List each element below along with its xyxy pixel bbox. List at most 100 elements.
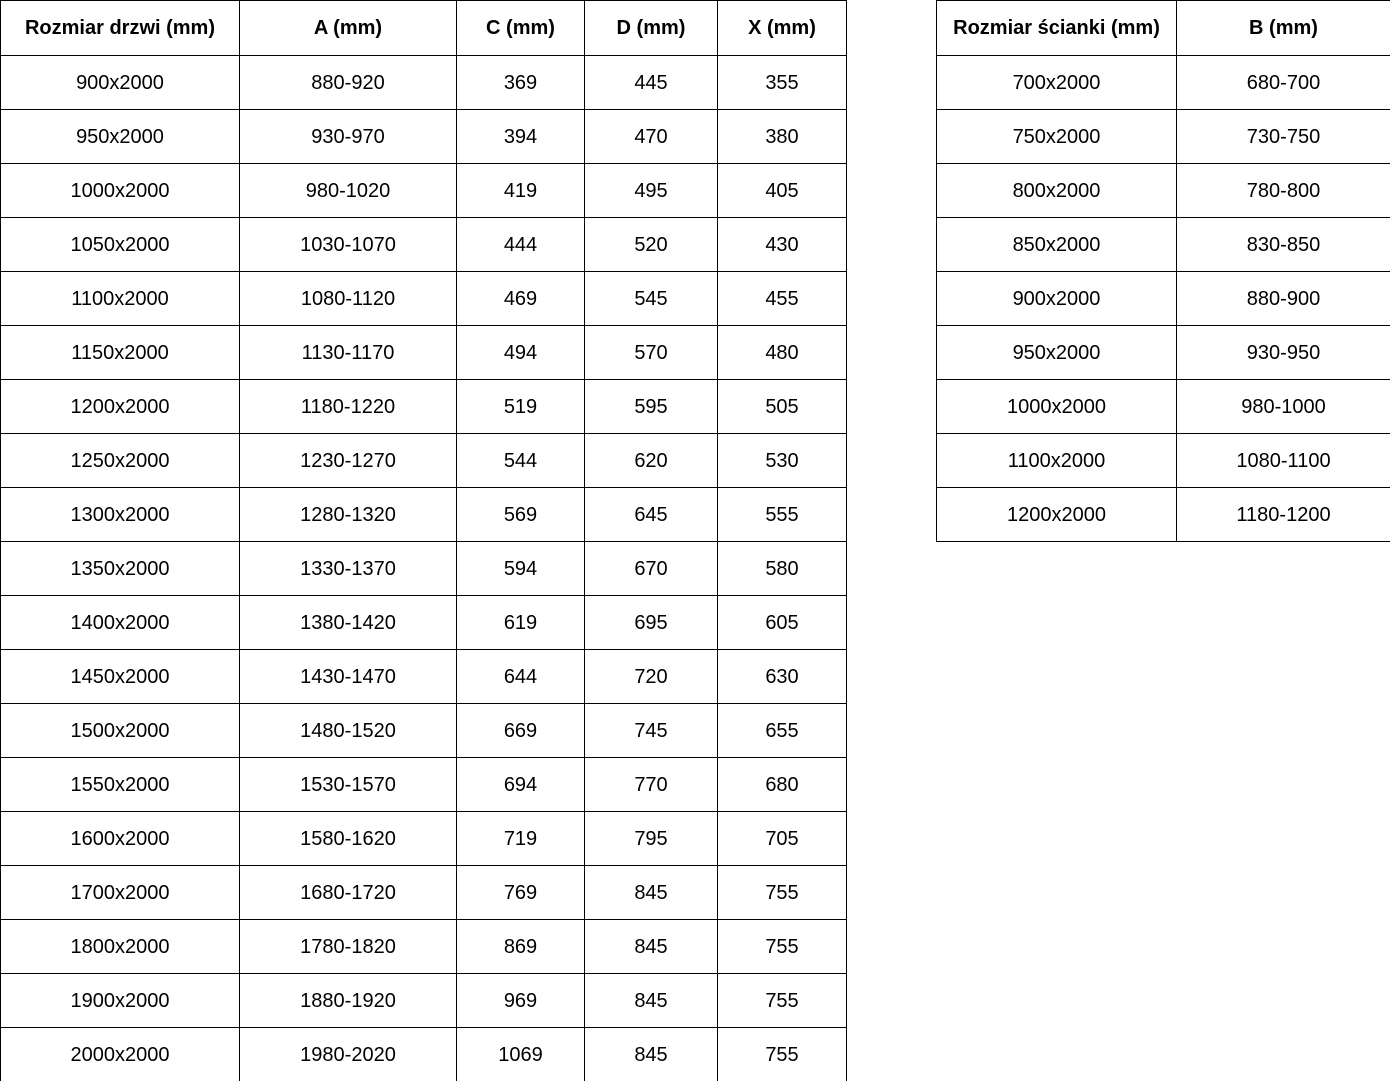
table-cell: 1530-1570: [239, 757, 457, 812]
table-cell: 1900x2000: [0, 973, 240, 1028]
table-row: 950x2000 930-970 394 470 380: [0, 109, 847, 164]
table-row: 1150x2000 1130-1170 494 570 480: [0, 325, 847, 380]
table-cell: 845: [584, 973, 718, 1028]
table-row: 1200x2000 1180-1200: [936, 487, 1390, 542]
table-cell: 445: [584, 55, 718, 110]
table-cell: 1130-1170: [239, 325, 457, 380]
table-cell: 630: [717, 649, 847, 704]
table-cell: 1230-1270: [239, 433, 457, 488]
table-cell: 1430-1470: [239, 649, 457, 704]
table-cell: 1080-1100: [1176, 433, 1390, 488]
table-cell: 880-920: [239, 55, 457, 110]
table-cell: 1380-1420: [239, 595, 457, 650]
table-cell: 1100x2000: [0, 271, 240, 326]
table-cell: 405: [717, 163, 847, 218]
column-header: Rozmiar ścianki (mm): [936, 0, 1177, 56]
column-header: B (mm): [1176, 0, 1390, 56]
table-row: 1900x2000 1880-1920 969 845 755: [0, 973, 847, 1028]
table-row: 900x2000 880-900: [936, 271, 1390, 326]
table-row: 1600x2000 1580-1620 719 795 705: [0, 811, 847, 866]
table-cell: 950x2000: [0, 109, 240, 164]
table-cell: 800x2000: [936, 163, 1177, 218]
table-row: 850x2000 830-850: [936, 217, 1390, 272]
table-cell: 755: [717, 973, 847, 1028]
table-cell: 755: [717, 865, 847, 920]
table-cell: 644: [456, 649, 585, 704]
table-row: 900x2000 880-920 369 445 355: [0, 55, 847, 110]
table-cell: 695: [584, 595, 718, 650]
table-row: 1000x2000 980-1000: [936, 379, 1390, 434]
table-cell: 1350x2000: [0, 541, 240, 596]
table-cell: 605: [717, 595, 847, 650]
table-cell: 595: [584, 379, 718, 434]
table-cell: 1550x2000: [0, 757, 240, 812]
table-row: 1550x2000 1530-1570 694 770 680: [0, 757, 847, 812]
table-cell: 720: [584, 649, 718, 704]
table-cell: 770: [584, 757, 718, 812]
table-cell: 845: [584, 919, 718, 974]
table-row: 950x2000 930-950: [936, 325, 1390, 380]
column-header: Rozmiar drzwi (mm): [0, 0, 240, 56]
table-cell: 755: [717, 1027, 847, 1081]
column-header: D (mm): [584, 0, 718, 56]
table-cell: 380: [717, 109, 847, 164]
table-cell: 1000x2000: [936, 379, 1177, 434]
table-cell: 594: [456, 541, 585, 596]
table-cell: 545: [584, 271, 718, 326]
table-cell: 645: [584, 487, 718, 542]
table-cell: 880-900: [1176, 271, 1390, 326]
table-cell: 845: [584, 865, 718, 920]
table-cell: 1500x2000: [0, 703, 240, 758]
table-cell: 1050x2000: [0, 217, 240, 272]
table-cell: 930-950: [1176, 325, 1390, 380]
table-cell: 1600x2000: [0, 811, 240, 866]
table-cell: 569: [456, 487, 585, 542]
table-cell: 469: [456, 271, 585, 326]
table-cell: 495: [584, 163, 718, 218]
table-row: 2000x2000 1980-2020 1069 845 755: [0, 1027, 847, 1081]
table-cell: 544: [456, 433, 585, 488]
table-cell: 369: [456, 55, 585, 110]
table-cell: 1780-1820: [239, 919, 457, 974]
table-cell: 755: [717, 919, 847, 974]
table-row: 1400x2000 1380-1420 619 695 605: [0, 595, 847, 650]
table-cell: 1250x2000: [0, 433, 240, 488]
table-cell: 530: [717, 433, 847, 488]
column-header: A (mm): [239, 0, 457, 56]
table-cell: 655: [717, 703, 847, 758]
table-cell: 1700x2000: [0, 865, 240, 920]
table-cell: 1680-1720: [239, 865, 457, 920]
table-row: 1000x2000 980-1020 419 495 405: [0, 163, 847, 218]
table-cell: 520: [584, 217, 718, 272]
column-header: C (mm): [456, 0, 585, 56]
table-cell: 430: [717, 217, 847, 272]
table-cell: 769: [456, 865, 585, 920]
table-cell: 480: [717, 325, 847, 380]
table-cell: 950x2000: [936, 325, 1177, 380]
table-cell: 620: [584, 433, 718, 488]
table-cell: 1150x2000: [0, 325, 240, 380]
table-cell: 780-800: [1176, 163, 1390, 218]
table-cell: 850x2000: [936, 217, 1177, 272]
table-cell: 419: [456, 163, 585, 218]
table-cell: 680-700: [1176, 55, 1390, 110]
header-row: Rozmiar ścianki (mm) B (mm): [936, 0, 1390, 56]
table-cell: 494: [456, 325, 585, 380]
table-cell: 694: [456, 757, 585, 812]
table-cell: 969: [456, 973, 585, 1028]
table-cell: 719: [456, 811, 585, 866]
table-row: 1100x2000 1080-1120 469 545 455: [0, 271, 847, 326]
table-cell: 795: [584, 811, 718, 866]
table-cell: 1180-1200: [1176, 487, 1390, 542]
table-cell: 1100x2000: [936, 433, 1177, 488]
table-cell: 1180-1220: [239, 379, 457, 434]
table-row: 1350x2000 1330-1370 594 670 580: [0, 541, 847, 596]
wall-sizes-table-body: 700x2000 680-700 750x2000 730-750 800x2000 78…: [936, 55, 1390, 542]
door-sizes-table-header: Rozmiar drzwi (mm) A (mm) C (mm) D (mm) X (m…: [0, 0, 847, 56]
table-cell: 980-1020: [239, 163, 457, 218]
table-cell: 1069: [456, 1027, 585, 1081]
table-cell: 1400x2000: [0, 595, 240, 650]
table-cell: 670: [584, 541, 718, 596]
table-cell: 930-970: [239, 109, 457, 164]
